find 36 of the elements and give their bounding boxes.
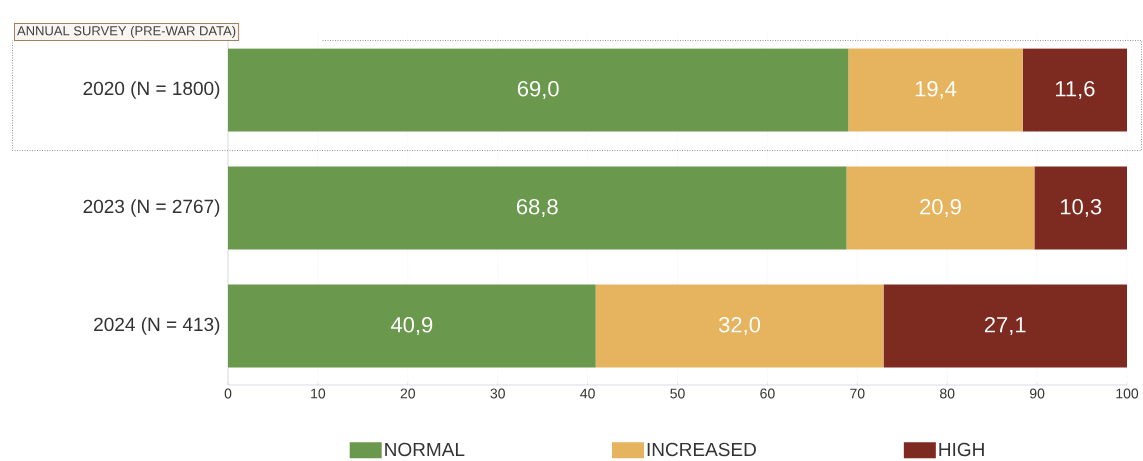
x-tick-label: 30 [490, 388, 505, 399]
x-tick-label: 0 [224, 388, 232, 399]
x-tick-label: 100 [1116, 388, 1139, 399]
bar [883, 284, 1128, 368]
bar [228, 166, 847, 250]
legend-label: NORMAL [385, 442, 465, 457]
bar [228, 48, 849, 132]
x-tick-label: 60 [760, 388, 775, 399]
data-label: 27,1 [984, 316, 1026, 336]
x-tick-label: 80 [940, 388, 955, 399]
data-label: 10,3 [1060, 198, 1102, 218]
x-tick-label: 10 [311, 388, 326, 399]
bar [848, 48, 1023, 132]
annotation: ANNUAL SURVEY (PRE-WAR DATA) [17, 25, 236, 38]
x-tick-label: 50 [670, 388, 685, 399]
x-tick-label: 70 [850, 388, 865, 399]
data-label: 69,0 [517, 80, 559, 100]
legend-label: HIGH [939, 442, 984, 457]
bar [595, 284, 884, 368]
bar [1034, 166, 1128, 250]
data-label: 40,9 [390, 316, 433, 336]
y-tick-label: 2020 (N = 1800) [83, 81, 220, 99]
data-label: 19,4 [915, 80, 957, 100]
data-label: 32,0 [718, 316, 761, 336]
bar [228, 284, 596, 368]
y-tick-label: 2024 (N = 413) [94, 317, 220, 335]
x-tick-label: 20 [400, 388, 416, 399]
y-tick-label: 2023 (N = 2767) [83, 199, 220, 217]
legend-label: INCREASED [647, 442, 756, 457]
data-label: 20,9 [920, 198, 961, 218]
x-tick-label: 90 [1029, 388, 1045, 399]
bar [1022, 48, 1128, 132]
x-tick-label: 40 [580, 388, 595, 399]
data-label: 68,8 [516, 198, 558, 218]
data-label: 11,6 [1055, 80, 1095, 100]
bar [846, 166, 1035, 250]
